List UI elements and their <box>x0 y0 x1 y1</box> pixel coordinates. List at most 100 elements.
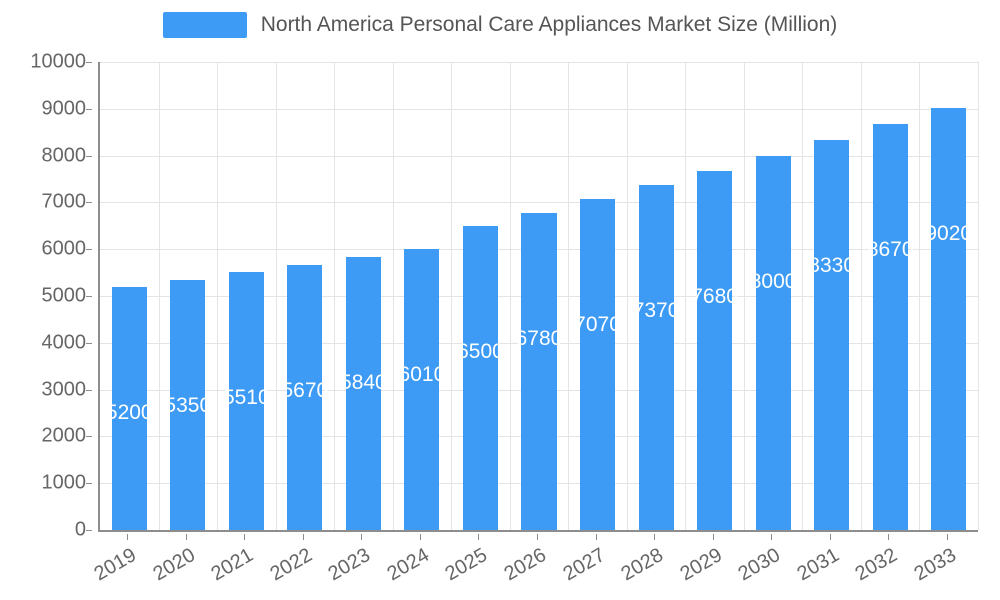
x-axis-tick-mark <box>302 534 304 540</box>
x-axis-tick-label: 2020 <box>149 544 199 586</box>
bar-value-label: 5840 <box>340 370 387 394</box>
x-axis-tick-label: 2030 <box>734 544 785 586</box>
gridline-vertical <box>978 62 979 530</box>
bar-group[interactable]: 8330 <box>808 62 855 530</box>
x-axis-tick-label: 2022 <box>266 544 316 586</box>
bar-group[interactable]: 5350 <box>164 62 211 530</box>
bar[interactable] <box>579 199 616 530</box>
x-axis-tick-mark <box>888 534 890 540</box>
bar[interactable] <box>931 107 967 530</box>
bar-group[interactable]: 8000 <box>750 62 796 530</box>
bar-value-label: 8000 <box>749 269 797 293</box>
bar-group[interactable]: 5510 <box>223 62 270 530</box>
plot-area: 5200 5350 5510 5670 5840 6010 6500 6780 7070 7370… <box>98 62 979 532</box>
y-axis-tick-mark <box>86 296 92 297</box>
bar-group[interactable]: 6780 <box>516 62 562 530</box>
x-axis-tick-label: 2026 <box>500 544 550 586</box>
x-axis-tick-mark <box>712 534 714 540</box>
bar-value-label: 7680 <box>691 284 738 308</box>
bar-value-label: 9020 <box>925 221 973 245</box>
x-axis-tick-mark <box>829 534 831 540</box>
x-axis-tick-label: 2029 <box>676 544 726 586</box>
bar[interactable] <box>697 170 733 530</box>
bar-group[interactable]: 7370 <box>633 62 679 530</box>
y-axis-tick-mark <box>86 108 92 110</box>
y-axis-tick-label: 3000 <box>41 378 87 401</box>
y-axis-tick-mark <box>86 342 92 344</box>
legend-item-series-1[interactable]: North America Personal Care Appliances M… <box>162 12 838 38</box>
x-axis-tick-label: 2028 <box>617 544 668 586</box>
y-axis-tick-mark <box>86 249 92 251</box>
x-axis-tick-mark <box>771 534 773 540</box>
legend-swatch-icon <box>162 12 247 38</box>
bar-value-label: 6010 <box>398 362 446 386</box>
bar-value-label: 7070 <box>574 313 621 337</box>
y-axis: 0 1000 2000 3000 4000 5000 6000 7000 8000 9000 100… <box>0 51 92 541</box>
bar-group[interactable]: 5670 <box>281 62 328 530</box>
y-axis-tick-mark <box>86 483 92 485</box>
x-axis: 2019 2020 2021 2022 2023 2024 2025 2026 2027 2028… <box>91 534 978 600</box>
y-axis-tick-label: 10000 <box>30 50 86 73</box>
y-axis-tick-mark <box>86 62 92 63</box>
bar[interactable] <box>111 286 147 530</box>
x-axis-tick-mark <box>654 534 656 540</box>
bar-group[interactable]: 6500 <box>457 62 504 530</box>
y-axis-tick-label: 8000 <box>41 144 87 167</box>
bar-value-label: 5350 <box>164 393 212 417</box>
x-axis-tick-label: 2024 <box>383 544 433 586</box>
bar-group[interactable]: 6010 <box>399 62 445 530</box>
bar-value-label: 6500 <box>457 339 504 363</box>
y-axis-tick-label: 4000 <box>41 331 87 354</box>
bar-value-label: 7370 <box>632 299 680 323</box>
x-axis-tick-label: 2021 <box>207 544 258 586</box>
chart-legend: North America Personal Care Appliances M… <box>0 12 1000 38</box>
bar[interactable] <box>228 272 264 530</box>
x-axis-tick-mark <box>595 534 597 540</box>
bar-group[interactable]: 7070 <box>574 62 621 530</box>
x-axis-tick-label: 2019 <box>90 544 141 586</box>
bar[interactable] <box>287 264 323 530</box>
bar[interactable] <box>521 212 557 530</box>
bar[interactable] <box>404 248 440 530</box>
bar-series: 5200 5350 5510 5670 5840 6010 6500 6780 7070 7370… <box>100 62 978 530</box>
bar-value-label: 8330 <box>808 254 855 278</box>
x-axis-tick-label: 2032 <box>851 544 902 586</box>
legend-label: North America Personal Care Appliances M… <box>260 13 838 36</box>
bar[interactable] <box>170 279 206 530</box>
bar-group[interactable]: 8670 <box>867 62 914 530</box>
bar[interactable] <box>345 256 381 530</box>
y-axis-tick-mark <box>86 530 92 531</box>
bar[interactable] <box>638 185 674 530</box>
bar-group[interactable]: 5840 <box>340 62 387 530</box>
x-axis-tick-mark <box>361 534 363 540</box>
x-axis-tick-mark <box>127 534 129 540</box>
bar-value-label: 8670 <box>866 238 914 262</box>
bar-value-label: 5510 <box>222 386 270 410</box>
y-axis-tick-mark <box>86 155 92 157</box>
y-axis-tick-label: 9000 <box>41 97 87 120</box>
y-axis-tick-mark <box>86 389 92 391</box>
x-axis-tick-mark <box>478 534 480 540</box>
bar[interactable] <box>462 225 499 530</box>
bar[interactable] <box>755 155 791 530</box>
bar-value-label: 5200 <box>105 400 153 424</box>
y-axis-tick-label: 1000 <box>41 471 87 494</box>
x-axis-tick-label: 2025 <box>441 544 492 586</box>
y-axis-tick-mark <box>86 202 92 204</box>
bar-group[interactable]: 9020 <box>925 62 972 530</box>
x-axis-tick-label: 2033 <box>910 544 960 586</box>
x-axis-tick-mark <box>537 534 538 540</box>
y-axis-tick-label: 2000 <box>41 424 87 447</box>
x-axis-tick-mark <box>946 534 948 540</box>
x-axis-tick-mark <box>419 534 421 540</box>
x-axis-tick-label: 2027 <box>558 544 609 586</box>
bar-value-label: 6780 <box>515 326 563 350</box>
bar[interactable] <box>814 140 850 530</box>
bar-group[interactable]: 7680 <box>691 62 738 530</box>
y-axis-tick-label: 5000 <box>41 284 87 307</box>
bar-group[interactable]: 5200 <box>106 62 153 530</box>
bar-value-label: 5670 <box>281 378 329 402</box>
bar[interactable] <box>872 124 908 530</box>
x-axis-tick-mark <box>185 534 187 540</box>
